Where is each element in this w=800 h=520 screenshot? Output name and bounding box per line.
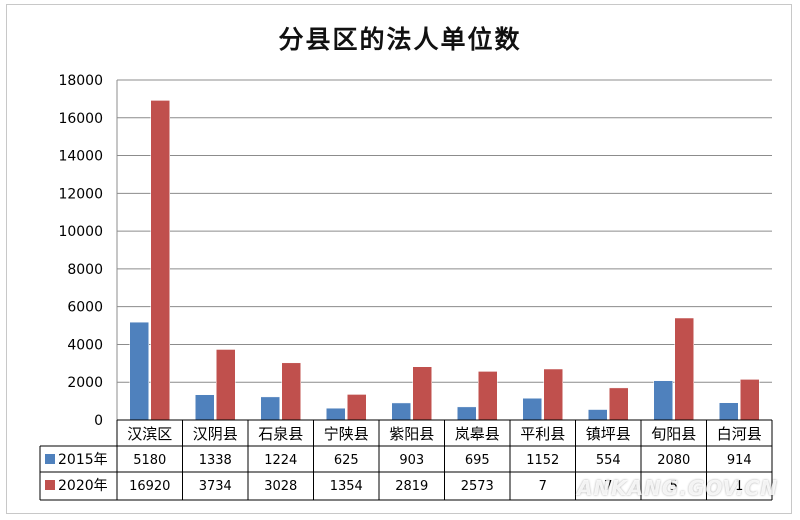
table-cell: 7 [539, 479, 547, 494]
table-cell: 1354 [330, 479, 363, 494]
y-tick-label: 10000 [58, 224, 103, 240]
chart-frame [6, 4, 792, 514]
category-label: 汉滨区 [127, 425, 172, 443]
chart-title: 分县区的法人单位数 [278, 25, 522, 54]
category-label: 紫阳县 [389, 425, 434, 443]
y-tick-label: 2000 [67, 375, 103, 391]
y-tick-label: 16000 [58, 111, 103, 127]
bar-2015-4 [391, 402, 411, 421]
table-cell: 1 [735, 479, 743, 494]
category-label: 石泉县 [258, 425, 303, 443]
category-label: 旬阳县 [651, 425, 696, 443]
bar-2015-1 [195, 394, 215, 421]
bar-2015-6 [522, 397, 542, 421]
bar-2020-7 [609, 387, 629, 421]
bar-2020-4 [412, 366, 432, 421]
bar-2015-9 [719, 402, 739, 421]
bar-2015-2 [260, 396, 280, 421]
legend-label-1: 2020年 [58, 478, 108, 494]
table-cell: 5 [670, 479, 678, 494]
table-cell: 1338 [199, 453, 232, 468]
table-cell: 625 [334, 453, 359, 468]
bar-2020-3 [347, 394, 367, 421]
legend-swatch-0 [45, 454, 55, 464]
category-label: 宁陕县 [324, 425, 369, 443]
table-cell: 7 [604, 479, 612, 494]
y-tick-label: 4000 [67, 337, 103, 353]
category-label: 岚皋县 [455, 425, 500, 443]
bar-2015-8 [653, 380, 673, 421]
category-label: 汉阴县 [193, 425, 238, 443]
bar-2020-9 [740, 379, 760, 421]
category-label: 白河县 [717, 425, 762, 443]
bar-2020-1 [216, 349, 236, 421]
y-tick-label: 14000 [58, 149, 103, 165]
table-cell: 554 [596, 453, 621, 468]
bar-2020-0 [150, 100, 170, 421]
y-tick-label: 6000 [67, 300, 103, 316]
table-cell: 914 [727, 453, 752, 468]
table-cell: 1224 [264, 453, 297, 468]
category-label: 平利县 [520, 425, 565, 443]
bar-2015-3 [326, 407, 346, 421]
y-tick-label: 8000 [67, 262, 103, 278]
category-label: 镇坪县 [586, 425, 631, 443]
table-cell: 3734 [199, 479, 232, 494]
table-cell: 16920 [129, 479, 170, 494]
watermark: ANKANG.GOV.CN [576, 476, 778, 500]
bar-2015-7 [588, 409, 608, 421]
y-tick-label: 0 [94, 413, 103, 429]
table-cell: 2080 [657, 453, 690, 468]
legend-swatch-1 [45, 480, 55, 490]
y-tick-label: 18000 [58, 73, 103, 89]
bar-2020-8 [674, 317, 694, 421]
bar-2015-0 [129, 321, 149, 421]
table-cell: 2819 [395, 479, 428, 494]
legend-label-0: 2015年 [58, 452, 108, 468]
bar-2020-2 [281, 362, 301, 421]
table-cell: 2573 [461, 479, 494, 494]
y-tick-label: 12000 [58, 186, 103, 202]
bar-2015-5 [457, 406, 477, 421]
table-cell: 1152 [526, 453, 559, 468]
table-cell: 695 [465, 453, 490, 468]
bar-2020-5 [478, 371, 498, 421]
bar-2020-6 [543, 368, 563, 421]
table-cell: 3028 [264, 479, 297, 494]
table-cell: 5180 [133, 453, 166, 468]
table-cell: 903 [399, 453, 424, 468]
